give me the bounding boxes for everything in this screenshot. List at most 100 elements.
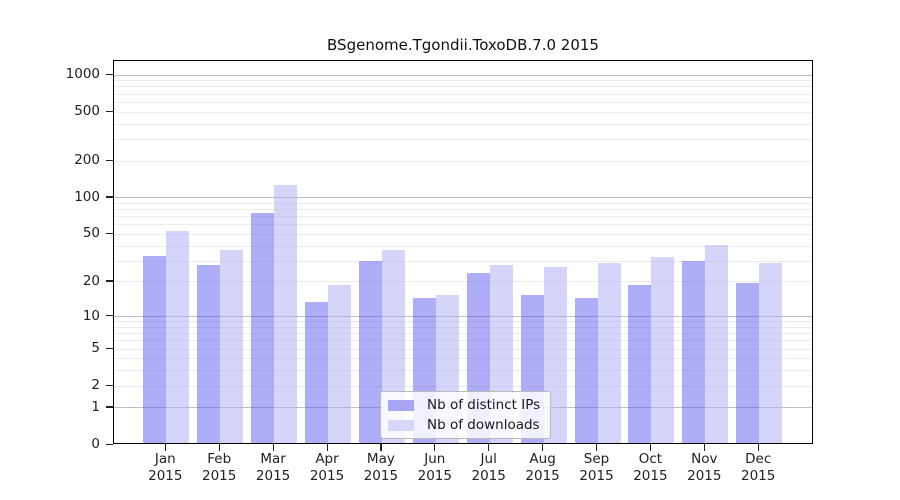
bar-downloads [328, 285, 351, 443]
gridline-minor [114, 370, 812, 372]
y-tick-mark [106, 110, 113, 112]
gridline-minor [114, 80, 812, 82]
x-tick-mark [380, 444, 382, 451]
x-tick-label: Jul 2015 [459, 451, 519, 485]
y-tick-label: 500 [74, 103, 100, 120]
gridline-major [114, 74, 812, 76]
x-tick-mark [757, 444, 759, 451]
bar-distinct-ips [143, 255, 167, 443]
gridline-minor [114, 333, 812, 335]
x-tick-month: Sep [583, 451, 610, 467]
y-tick-mark [106, 443, 113, 445]
gridline-minor [114, 101, 812, 103]
x-tick-year: 2015 [687, 468, 722, 484]
x-tick-mark [218, 444, 220, 451]
y-tick-mark [106, 280, 113, 282]
x-tick-label: Nov 2015 [674, 451, 734, 485]
gridline-minor [114, 216, 812, 218]
bar-downloads [651, 257, 675, 443]
gridline-minor [114, 224, 812, 226]
x-tick-label: Oct 2015 [620, 451, 680, 485]
x-tick-year: 2015 [579, 468, 614, 484]
gridline-minor [114, 209, 812, 211]
x-tick-year: 2015 [363, 468, 399, 484]
x-tick-month: Oct [638, 451, 663, 467]
x-tick-year: 2015 [255, 468, 291, 484]
legend-label: Nb of distinct IPs [427, 397, 541, 413]
gridline-minor [114, 348, 812, 350]
x-tick-year: 2015 [148, 468, 183, 484]
gridline-minor [114, 123, 812, 125]
x-tick-month: May [366, 451, 395, 467]
x-tick-label: Mar 2015 [243, 451, 303, 485]
gridline-minor [114, 326, 812, 328]
y-tick-mark [106, 159, 113, 161]
legend-item: Nb of downloads [388, 417, 540, 433]
x-tick-year: 2015 [417, 468, 452, 484]
bar-downloads [597, 262, 621, 443]
gridline-minor [114, 160, 812, 162]
x-tick-mark [488, 444, 490, 451]
gridline-minor [114, 321, 812, 323]
chart-title: BSgenome.Tgondii.ToxoDB.7.0 2015 [327, 36, 599, 54]
y-tick-label: 1000 [65, 66, 100, 83]
bar-distinct-ips [251, 212, 275, 443]
y-tick-mark [106, 347, 113, 349]
legend-swatch-distinct-ips [388, 399, 414, 411]
gridline-minor [114, 260, 812, 262]
bar-distinct-ips [358, 260, 382, 443]
gridline-minor [114, 281, 812, 283]
y-tick-mark [106, 384, 113, 386]
bar-distinct-ips [682, 260, 706, 443]
y-tick-label: 5 [91, 340, 100, 357]
bar-distinct-ips [305, 301, 328, 443]
gridline-minor [114, 385, 812, 387]
x-tick-year: 2015 [741, 468, 776, 484]
bar-distinct-ips [197, 264, 221, 443]
x-tick-month: Jan [154, 451, 176, 467]
x-tick-mark [434, 444, 436, 451]
x-tick-year: 2015 [471, 468, 506, 484]
x-tick-label: Feb 2015 [189, 451, 249, 485]
legend-swatch-downloads [388, 419, 414, 431]
x-tick-mark [164, 444, 166, 451]
y-tick-label: 2 [91, 377, 100, 394]
bar-distinct-ips [736, 282, 760, 443]
bar-downloads [166, 231, 190, 443]
y-tick-label: 0 [91, 436, 100, 452]
x-tick-mark [272, 444, 274, 451]
y-tick-mark [106, 73, 113, 75]
bar-distinct-ips [628, 285, 652, 443]
x-tick-month: Feb [207, 451, 232, 467]
y-tick-label: 200 [74, 152, 100, 168]
x-tick-mark [542, 444, 544, 451]
x-tick-month: Jun [424, 451, 446, 467]
y-tick-mark [106, 232, 113, 235]
x-tick-mark [703, 444, 705, 451]
y-tick-label: 20 [82, 272, 100, 289]
x-tick-label: Aug 2015 [513, 451, 573, 485]
x-tick-year: 2015 [309, 468, 345, 484]
x-tick-label: May 2015 [351, 451, 411, 485]
gridline-minor [114, 245, 812, 247]
gridline-minor [114, 202, 812, 204]
x-tick-label: Dec 2015 [728, 451, 788, 485]
x-tick-label: Sep 2015 [567, 451, 627, 485]
x-tick-year: 2015 [633, 468, 668, 484]
x-tick-label: Jun 2015 [405, 451, 465, 485]
legend-label: Nb of downloads [427, 417, 540, 433]
x-tick-year: 2015 [525, 468, 560, 484]
gridline-minor [114, 340, 812, 342]
gridline-minor [114, 138, 812, 140]
gridline-minor [114, 86, 812, 88]
gridline-minor [114, 93, 812, 95]
x-tick-month: Jul [480, 451, 497, 467]
y-tick-label: 50 [82, 225, 100, 242]
y-tick-label: 100 [74, 188, 100, 205]
bar-distinct-ips [574, 297, 598, 443]
x-tick-month: Dec [745, 451, 772, 467]
x-tick-mark [326, 444, 328, 451]
x-tick-label: Apr 2015 [297, 451, 357, 485]
bar-downloads [220, 249, 244, 443]
